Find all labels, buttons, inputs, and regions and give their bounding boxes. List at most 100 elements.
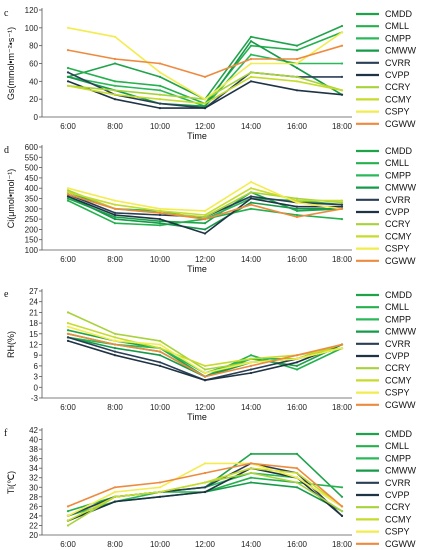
- data-point: [203, 371, 207, 375]
- legend-label: CMPP: [385, 170, 411, 180]
- legend-label: CMWW: [385, 46, 416, 56]
- y-tick-label: 120: [25, 6, 39, 15]
- data-point: [203, 462, 207, 465]
- y-tick-label: 20: [29, 95, 38, 104]
- data-point: [340, 510, 344, 513]
- data-point: [158, 211, 162, 214]
- data-point: [66, 524, 70, 527]
- data-point: [249, 364, 253, 367]
- data-point: [113, 211, 117, 214]
- x-axis-label: Time: [187, 412, 207, 422]
- data-point: [249, 62, 253, 65]
- legend-label: CCMY: [385, 231, 412, 241]
- y-tick-label: 36: [29, 455, 38, 464]
- data-point: [203, 375, 207, 378]
- data-point: [249, 371, 253, 375]
- y-tick-label: 18: [29, 319, 38, 328]
- data-point: [249, 195, 253, 198]
- data-point: [249, 462, 253, 465]
- data-point: [66, 329, 70, 332]
- legend-label: CMLL: [385, 21, 409, 31]
- data-point: [113, 57, 117, 61]
- y-tick-label: 32: [29, 474, 38, 483]
- data-point: [113, 84, 117, 87]
- data-point: [295, 80, 299, 83]
- data-point: [340, 218, 344, 221]
- y-tick-label: 0: [34, 383, 39, 392]
- data-point: [340, 199, 344, 202]
- legend-label: CGWW: [385, 119, 416, 129]
- data-point: [249, 197, 253, 200]
- data-point: [66, 311, 70, 314]
- y-tick-label: 21: [29, 308, 38, 317]
- y-tick-label: 100: [25, 246, 39, 255]
- y-tick-label: 600: [25, 143, 39, 152]
- data-point: [113, 35, 117, 38]
- data-point: [249, 191, 253, 194]
- data-point: [113, 80, 117, 83]
- legend-label: CMWW: [385, 327, 416, 337]
- data-point: [113, 62, 117, 65]
- data-point: [203, 379, 207, 382]
- data-point: [158, 490, 162, 494]
- y-axis-label: Ti(℃): [6, 471, 16, 494]
- data-point: [113, 98, 117, 101]
- x-tick-label: 6:00: [60, 122, 76, 131]
- data-point: [66, 80, 70, 83]
- data-point: [113, 490, 117, 494]
- x-axis-label: Time: [187, 131, 207, 141]
- data-point: [249, 452, 253, 455]
- y-tick-label: 34: [29, 464, 38, 473]
- y-tick-label: 400: [25, 184, 39, 193]
- data-point: [158, 98, 162, 101]
- data-point: [113, 222, 117, 225]
- data-point: [203, 107, 207, 110]
- data-point: [203, 471, 207, 475]
- legend-label: CMPP: [385, 453, 411, 463]
- data-point: [158, 222, 162, 225]
- data-point: [203, 75, 207, 78]
- data-point: [203, 102, 207, 105]
- legend-label: CVPP: [385, 207, 410, 217]
- legend-label: CMDD: [385, 290, 412, 300]
- y-tick-label: 22: [29, 521, 38, 530]
- data-point: [113, 218, 117, 221]
- data-point: [113, 215, 117, 219]
- data-point: [158, 220, 162, 223]
- data-point: [158, 354, 162, 357]
- legend-label: CMDD: [385, 146, 412, 156]
- x-tick-label: 10:00: [150, 403, 171, 412]
- x-tick-label: 8:00: [107, 540, 123, 549]
- data-point: [66, 189, 70, 192]
- data-point: [340, 62, 344, 65]
- legend-label: CVRR: [385, 339, 411, 349]
- data-point: [66, 193, 70, 196]
- data-point: [66, 84, 70, 87]
- y-tick-label: 9: [34, 351, 39, 360]
- data-point: [295, 205, 299, 208]
- y-axis-label: Gs(mmol•m⁻²•s⁻¹): [6, 27, 16, 100]
- data-point: [249, 40, 253, 43]
- x-tick-label: 12:00: [195, 255, 216, 264]
- data-point: [340, 205, 344, 208]
- data-point: [340, 201, 344, 204]
- data-point: [203, 215, 207, 219]
- data-point: [203, 490, 207, 494]
- data-point: [113, 350, 117, 353]
- x-tick-label: 16:00: [287, 122, 308, 131]
- data-point: [295, 207, 299, 210]
- data-point: [66, 71, 70, 74]
- y-tick-label: 100: [25, 24, 39, 33]
- legend-label: CVRR: [385, 195, 411, 205]
- y-tick-label: 80: [29, 42, 38, 51]
- data-point: [340, 31, 344, 34]
- data-point: [295, 354, 299, 357]
- data-point: [158, 207, 162, 210]
- data-point: [66, 66, 70, 70]
- legend-label: CCRY: [385, 502, 410, 512]
- y-tick-label: -3: [31, 394, 39, 403]
- legend-label: CVRR: [385, 58, 411, 68]
- data-point: [295, 49, 299, 52]
- data-point: [249, 187, 253, 190]
